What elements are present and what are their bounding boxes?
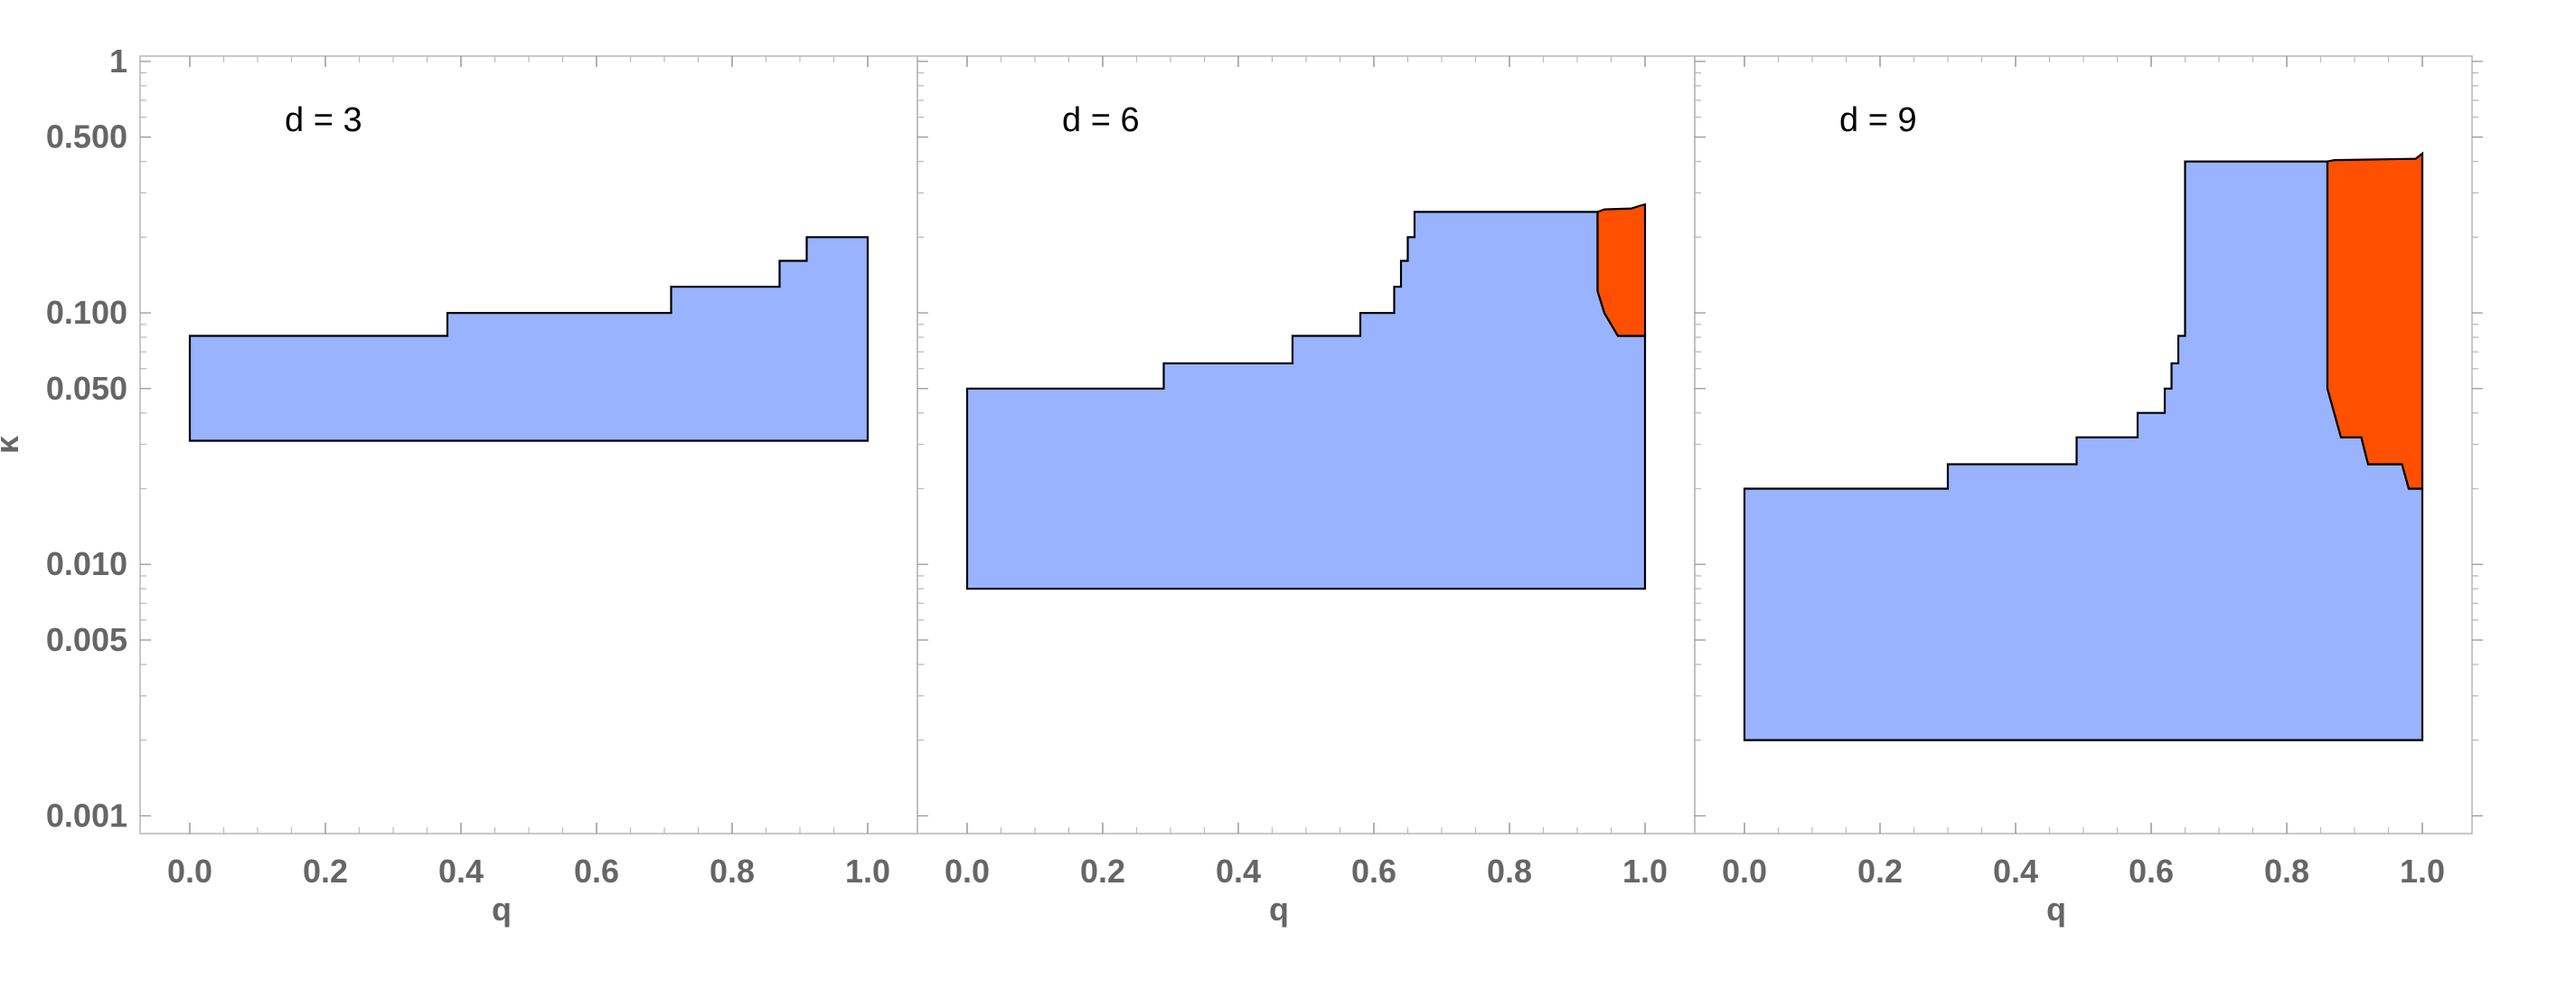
panel-frame-1: [139, 55, 918, 834]
x-tick-label-1-0: 0.0: [167, 853, 212, 890]
region-blue-panel-2-0: [965, 211, 1647, 590]
x-axis-label-1: q: [492, 891, 512, 928]
panel-label-2: d = 6: [1062, 101, 1140, 139]
x-tick-label-3-0: 0.0: [1722, 853, 1767, 890]
y-tick-label-5: 0.005: [46, 621, 127, 658]
region-blue-panel-1-0: [188, 236, 870, 442]
panel-label-1: d = 3: [285, 101, 362, 139]
panel-label-3: d = 9: [1839, 101, 1917, 139]
x-axis-label-3: q: [2046, 891, 2066, 928]
x-tick-label-3-1: 0.2: [1857, 853, 1903, 890]
x-tick-label-2-5: 1.0: [1622, 853, 1668, 890]
x-tick-label-2-1: 0.2: [1080, 853, 1125, 890]
x-tick-label-3-4: 0.8: [2264, 853, 2309, 890]
x-tick-label-2-0: 0.0: [945, 853, 990, 890]
y-tick-label-4: 0.010: [46, 545, 127, 582]
y-axis-label: κ: [0, 435, 25, 454]
x-tick-label-1-3: 0.6: [574, 853, 619, 890]
x-tick-label-1-1: 0.2: [303, 853, 348, 890]
x-tick-label-1-2: 0.4: [438, 853, 484, 890]
y-tick-label-2: 0.100: [46, 294, 127, 331]
region-orange-panel-3-1: [2326, 151, 2424, 490]
y-tick-label-0: 1: [109, 42, 127, 80]
region-orange-panel-2-1: [1596, 203, 1647, 337]
x-axis-label-2: q: [1269, 891, 1289, 928]
y-tick-label-3: 0.050: [46, 370, 127, 407]
x-tick-label-2-3: 0.6: [1351, 853, 1396, 890]
region-blue-panel-3-0: [1743, 160, 2424, 741]
x-tick-label-2-2: 0.4: [1216, 853, 1261, 890]
y-tick-label-6: 0.001: [46, 797, 127, 834]
x-tick-label-2-4: 0.8: [1487, 853, 1532, 890]
x-tick-label-1-4: 0.8: [710, 853, 755, 890]
y-tick-label-1: 0.500: [46, 118, 127, 156]
x-tick-label-3-5: 1.0: [2400, 853, 2445, 890]
x-tick-label-3-2: 0.4: [1993, 853, 2038, 890]
x-tick-label-1-5: 1.0: [845, 853, 890, 890]
x-tick-label-3-3: 0.6: [2129, 853, 2174, 890]
